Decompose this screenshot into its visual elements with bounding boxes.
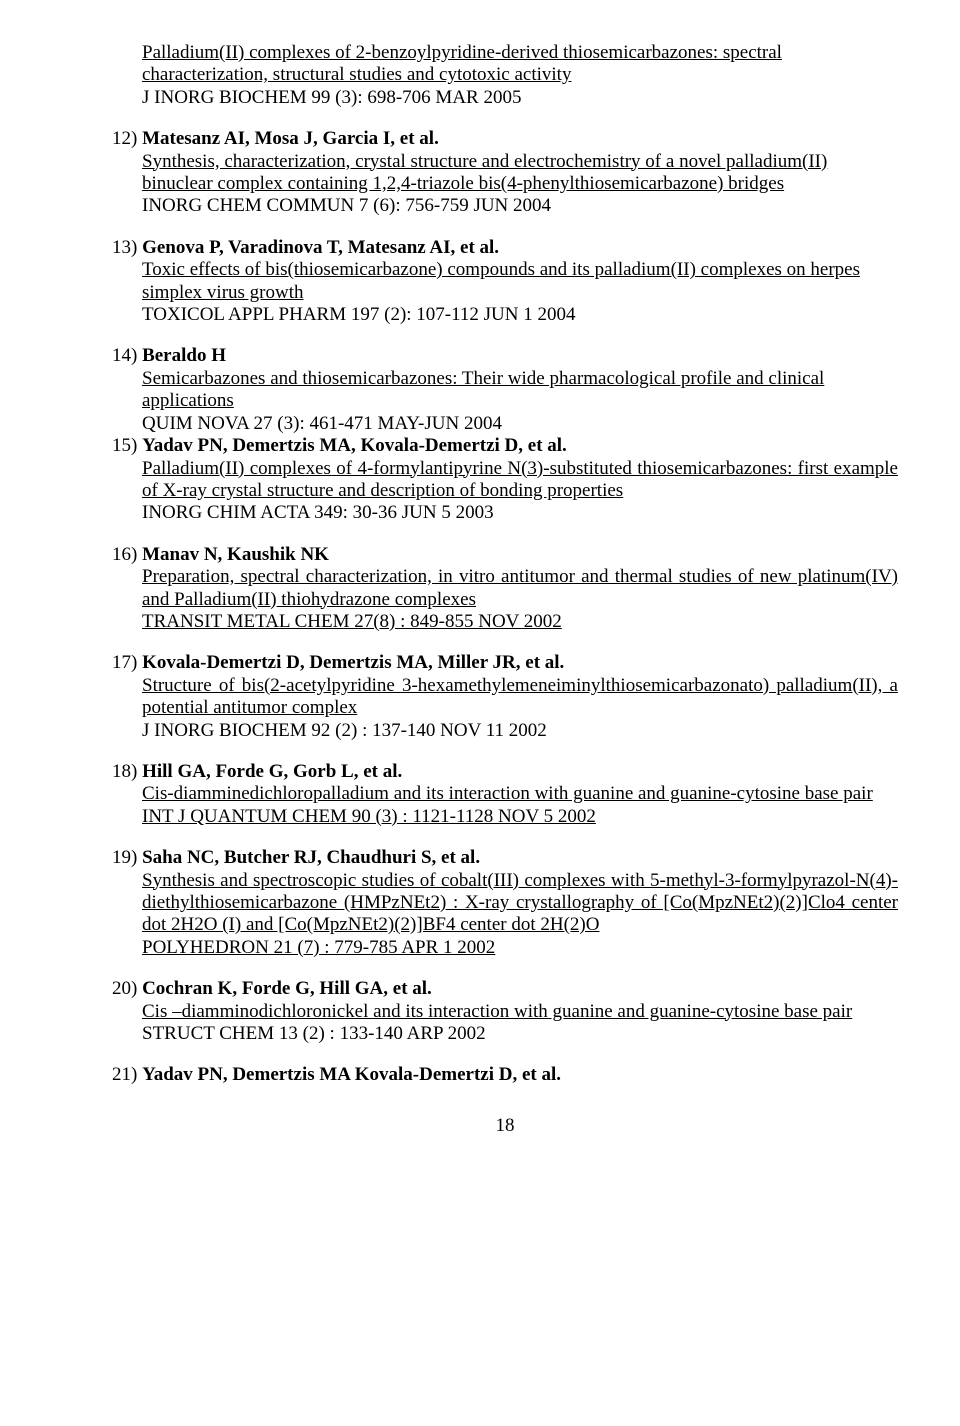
ref-source: POLYHEDRON 21 (7) : 779-785 APR 1 2002 [112, 937, 898, 959]
ref-author-line: 13) Genova P, Varadinova T, Matesanz AI,… [112, 237, 898, 259]
ref-authors: Genova P, Varadinova T, Matesanz AI, et … [142, 237, 499, 258]
ref-author-line: 17) Kovala-Demertzi D, Demertzis MA, Mil… [112, 652, 898, 674]
ref-author-line: 19) Saha NC, Butcher RJ, Chaudhuri S, et… [112, 847, 898, 869]
ref-entry: 14) Beraldo H Semicarbazones and thiosem… [112, 345, 898, 435]
ref-authors: Hill GA, Forde G, Gorb L, et al. [142, 761, 402, 782]
ref-title: Structure of bis(2-acetylpyridine 3-hexa… [112, 675, 898, 720]
ref-number: 12) [112, 128, 137, 149]
reference-list: Palladium(II) complexes of 2-benzoylpyri… [112, 42, 898, 1087]
ref-source: INORG CHIM ACTA 349: 30-36 JUN 5 2003 [112, 502, 898, 524]
ref-entry: 17) Kovala-Demertzi D, Demertzis MA, Mil… [112, 652, 898, 742]
ref-authors: Cochran K, Forde G, Hill GA, et al. [142, 978, 432, 999]
ref-author-line: 16) Manav N, Kaushik NK [112, 544, 898, 566]
ref-entry: 15) Yadav PN, Demertzis MA, Kovala-Demer… [112, 435, 898, 525]
ref-author-line: 15) Yadav PN, Demertzis MA, Kovala-Demer… [112, 435, 898, 457]
ref-title: Palladium(II) complexes of 4-formylantip… [112, 458, 898, 503]
ref-number: 15) [112, 435, 137, 456]
ref-number: 20) [112, 978, 137, 999]
ref-title: Synthesis, characterization, crystal str… [112, 151, 898, 196]
ref-source: J INORG BIOCHEM 92 (2) : 137-140 NOV 11 … [112, 720, 898, 742]
ref-source: INT J QUANTUM CHEM 90 (3) : 1121-1128 NO… [112, 806, 898, 828]
ref-entry: 18) Hill GA, Forde G, Gorb L, et al. Cis… [112, 761, 898, 828]
page-number: 18 [112, 1115, 898, 1137]
ref-number: 16) [112, 544, 137, 565]
ref-number: 19) [112, 847, 137, 868]
ref-title: Semicarbazones and thiosemicarbazones: T… [112, 368, 898, 413]
ref-authors: Beraldo H [142, 345, 226, 366]
ref-source: J INORG BIOCHEM 99 (3): 698-706 MAR 2005 [112, 87, 898, 109]
ref-number: 18) [112, 761, 137, 782]
ref-entry: Palladium(II) complexes of 2-benzoylpyri… [112, 42, 898, 109]
ref-number: 13) [112, 237, 137, 258]
ref-entry: 12) Matesanz AI, Mosa J, Garcia I, et al… [112, 128, 898, 218]
ref-title: Preparation, spectral characterization, … [112, 566, 898, 611]
ref-number: 21) [112, 1064, 137, 1085]
ref-title: Cis –diamminodichloronickel and its inte… [112, 1001, 898, 1023]
ref-entry: 13) Genova P, Varadinova T, Matesanz AI,… [112, 237, 898, 327]
ref-title: Cis-diamminedichloropalladium and its in… [112, 783, 898, 805]
ref-source: TRANSIT METAL CHEM 27(8) : 849-855 NOV 2… [112, 611, 898, 633]
ref-entry: 16) Manav N, Kaushik NK Preparation, spe… [112, 544, 898, 634]
ref-entry: 21) Yadav PN, Demertzis MA Kovala-Demert… [112, 1064, 898, 1086]
ref-title: Toxic effects of bis(thiosemicarbazone) … [112, 259, 898, 304]
ref-authors: Yadav PN, Demertzis MA, Kovala-Demertzi … [142, 435, 567, 456]
ref-source: STRUCT CHEM 13 (2) : 133-140 ARP 2002 [112, 1023, 898, 1045]
ref-authors: Matesanz AI, Mosa J, Garcia I, et al. [142, 128, 439, 149]
ref-author-line: 21) Yadav PN, Demertzis MA Kovala-Demert… [112, 1064, 898, 1086]
ref-author-line: 12) Matesanz AI, Mosa J, Garcia I, et al… [112, 128, 898, 150]
ref-author-line: 20) Cochran K, Forde G, Hill GA, et al. [112, 978, 898, 1000]
ref-source: QUIM NOVA 27 (3): 461-471 MAY-JUN 2004 [112, 413, 898, 435]
ref-authors: Kovala-Demertzi D, Demertzis MA, Miller … [142, 652, 564, 673]
ref-author-line: 18) Hill GA, Forde G, Gorb L, et al. [112, 761, 898, 783]
ref-authors: Yadav PN, Demertzis MA Kovala-Demertzi D… [142, 1064, 561, 1085]
ref-number: 17) [112, 652, 137, 673]
ref-entry: 20) Cochran K, Forde G, Hill GA, et al. … [112, 978, 898, 1045]
ref-source: TOXICOL APPL PHARM 197 (2): 107-112 JUN … [112, 304, 898, 326]
ref-authors: Saha NC, Butcher RJ, Chaudhuri S, et al. [142, 847, 480, 868]
ref-title: Palladium(II) complexes of 2-benzoylpyri… [112, 42, 898, 87]
ref-number: 14) [112, 345, 137, 366]
ref-title: Synthesis and spectroscopic studies of c… [112, 870, 898, 937]
ref-entry: 19) Saha NC, Butcher RJ, Chaudhuri S, et… [112, 847, 898, 959]
ref-authors: Manav N, Kaushik NK [142, 544, 329, 565]
ref-source: INORG CHEM COMMUN 7 (6): 756-759 JUN 200… [112, 195, 898, 217]
ref-author-line: 14) Beraldo H [112, 345, 898, 367]
